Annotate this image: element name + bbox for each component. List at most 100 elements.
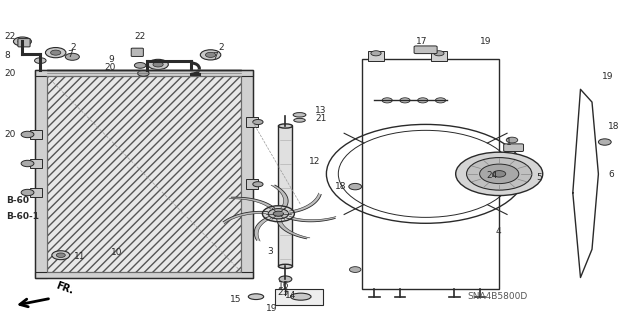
Bar (30, 130, 42, 139)
Text: 15: 15 (230, 295, 242, 304)
Circle shape (148, 59, 168, 70)
Circle shape (18, 39, 27, 44)
Bar (30, 159, 42, 168)
Circle shape (349, 183, 362, 190)
Bar (35, 70, 47, 278)
Text: SNA4B5800D: SNA4B5800D (467, 293, 527, 301)
Bar (431, 51, 447, 61)
Ellipse shape (278, 264, 292, 269)
Circle shape (273, 211, 284, 216)
Polygon shape (223, 211, 268, 224)
Text: 8: 8 (4, 51, 10, 60)
FancyBboxPatch shape (414, 46, 437, 54)
Text: 18: 18 (335, 182, 346, 191)
Text: 11: 11 (74, 252, 85, 261)
Text: 19: 19 (266, 304, 277, 313)
Circle shape (138, 70, 149, 76)
Text: 4: 4 (496, 227, 502, 236)
Text: 9: 9 (109, 56, 115, 64)
Circle shape (52, 251, 70, 260)
Ellipse shape (294, 118, 305, 122)
Polygon shape (254, 217, 271, 241)
Polygon shape (286, 216, 336, 222)
Circle shape (51, 50, 61, 55)
Text: 17: 17 (416, 37, 428, 46)
FancyBboxPatch shape (18, 39, 30, 47)
Text: 1: 1 (506, 138, 511, 147)
Bar (246, 117, 258, 127)
Bar (275, 289, 323, 305)
Text: 6: 6 (608, 169, 614, 179)
Text: 18: 18 (608, 122, 620, 131)
Circle shape (349, 267, 361, 272)
Bar (241, 70, 253, 278)
Circle shape (493, 171, 506, 177)
Circle shape (479, 164, 519, 184)
Circle shape (45, 48, 66, 58)
Text: 7: 7 (67, 50, 73, 59)
Circle shape (418, 98, 428, 103)
Circle shape (205, 52, 216, 57)
FancyBboxPatch shape (131, 48, 143, 56)
Bar (278, 126, 292, 266)
Circle shape (456, 152, 543, 196)
Circle shape (134, 63, 146, 68)
Text: 19: 19 (602, 72, 613, 81)
Text: 12: 12 (308, 157, 320, 166)
Circle shape (598, 139, 611, 145)
Polygon shape (229, 197, 275, 209)
Text: 22: 22 (4, 32, 16, 41)
Text: 13: 13 (315, 106, 326, 115)
Circle shape (21, 160, 34, 167)
Circle shape (262, 206, 294, 222)
Ellipse shape (248, 294, 264, 300)
Circle shape (279, 276, 292, 282)
Bar (35, 70, 253, 76)
FancyBboxPatch shape (504, 144, 524, 152)
Text: 2: 2 (218, 43, 224, 52)
Circle shape (153, 62, 163, 67)
Bar (47, 76, 241, 272)
Circle shape (253, 182, 263, 187)
Polygon shape (277, 219, 310, 239)
Text: 7: 7 (212, 52, 218, 61)
Bar (246, 179, 258, 189)
Ellipse shape (291, 293, 311, 300)
Circle shape (200, 50, 221, 60)
Text: 21: 21 (315, 114, 326, 122)
Bar (368, 51, 384, 61)
Text: 5: 5 (536, 173, 542, 182)
Circle shape (13, 37, 31, 46)
Circle shape (435, 98, 445, 103)
Text: 2: 2 (70, 43, 76, 52)
Circle shape (35, 58, 46, 63)
Ellipse shape (280, 289, 291, 293)
Text: 20: 20 (4, 130, 16, 139)
Circle shape (253, 119, 263, 124)
Circle shape (434, 51, 444, 56)
Circle shape (506, 137, 518, 143)
Text: 24: 24 (486, 171, 498, 180)
Polygon shape (271, 185, 288, 209)
Circle shape (268, 209, 289, 219)
Bar (35, 272, 253, 278)
Text: FR.: FR. (54, 280, 75, 296)
Text: 22: 22 (134, 32, 146, 41)
Circle shape (382, 98, 392, 103)
Circle shape (21, 131, 34, 138)
Circle shape (56, 253, 65, 257)
Text: 23: 23 (278, 288, 289, 297)
Text: 3: 3 (267, 247, 273, 256)
Text: B-60: B-60 (6, 196, 29, 205)
Text: 10: 10 (111, 248, 123, 256)
Text: 19: 19 (480, 37, 492, 46)
Text: 20: 20 (104, 63, 116, 72)
Bar (362, 59, 499, 289)
Circle shape (371, 51, 381, 56)
Bar (35, 70, 253, 278)
Circle shape (467, 158, 532, 190)
Text: 16: 16 (278, 281, 289, 290)
Ellipse shape (293, 113, 306, 117)
Bar (47, 76, 241, 272)
Circle shape (65, 53, 79, 60)
